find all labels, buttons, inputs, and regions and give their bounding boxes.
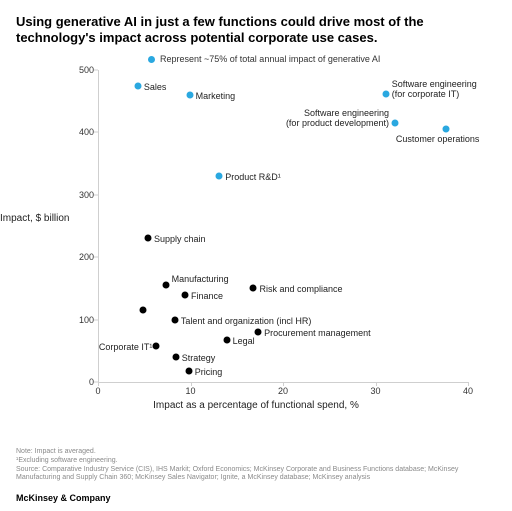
data-point xyxy=(140,307,147,314)
data-point xyxy=(250,285,257,292)
y-tick-label: 0 xyxy=(44,377,94,387)
x-tick-label: 20 xyxy=(278,386,288,396)
plot-area: SalesMarketingSoftware engineering(for c… xyxy=(98,70,469,383)
data-point xyxy=(185,368,192,375)
x-tick-mark xyxy=(283,382,284,386)
x-tick-mark xyxy=(468,382,469,386)
footnote-line: Note: Impact is averaged. xyxy=(16,448,496,457)
data-point xyxy=(172,354,179,361)
data-point-label: Sales xyxy=(144,83,167,93)
data-point-label: Finance xyxy=(191,292,223,302)
y-axis-label: Impact, $ billion xyxy=(0,213,90,224)
data-point-label: Pricing xyxy=(195,368,223,378)
y-tick-mark xyxy=(94,194,98,195)
y-tick-mark xyxy=(94,132,98,133)
y-tick-mark xyxy=(94,70,98,71)
y-tick-mark xyxy=(94,319,98,320)
data-point-label: Corporate IT¹ xyxy=(99,343,153,353)
y-tick-label: 200 xyxy=(44,252,94,262)
data-point-label: Software engineering(for product develop… xyxy=(286,109,389,129)
data-point xyxy=(186,91,193,98)
data-point xyxy=(162,282,169,289)
data-point-label: Strategy xyxy=(182,354,216,364)
x-tick-label: 0 xyxy=(95,386,100,396)
legend-label: Represent ~75% of total annual impact of… xyxy=(160,54,380,64)
data-point-label: Marketing xyxy=(196,92,236,102)
data-point-label: Manufacturing xyxy=(172,275,229,285)
data-point xyxy=(392,120,399,127)
data-point xyxy=(182,291,189,298)
x-tick-mark xyxy=(98,382,99,386)
legend-dot-icon xyxy=(148,56,155,63)
data-point-label: Legal xyxy=(233,337,255,347)
data-point-label: Customer operations xyxy=(396,135,480,145)
footnote-line: ¹Excluding software engineering. xyxy=(16,457,496,466)
legend: Represent ~75% of total annual impact of… xyxy=(148,54,380,64)
y-tick-label: 400 xyxy=(44,127,94,137)
data-point-label: Procurement management xyxy=(264,329,371,339)
data-point xyxy=(255,329,262,336)
data-point-label: Supply chain xyxy=(154,235,206,245)
data-point xyxy=(171,316,178,323)
x-tick-label: 10 xyxy=(185,386,195,396)
footnotes: Note: Impact is averaged. ¹Excluding sof… xyxy=(16,448,496,483)
x-axis-label: Impact as a percentage of functional spe… xyxy=(44,400,468,411)
y-tick-label: 500 xyxy=(44,65,94,75)
data-point-label: Product R&D¹ xyxy=(225,173,281,183)
data-point-label: Talent and organization (incl HR) xyxy=(181,317,312,327)
page-title: Using generative AI in just a few functi… xyxy=(16,14,496,47)
data-point-label: Risk and compliance xyxy=(259,285,342,295)
x-tick-label: 40 xyxy=(463,386,473,396)
data-point-label: Software engineering(for corporate IT) xyxy=(392,80,477,100)
page-root: Using generative AI in just a few functi… xyxy=(0,0,512,511)
data-point xyxy=(145,235,152,242)
x-tick-mark xyxy=(191,382,192,386)
scatter-chart: Impact, $ billion SalesMarketingSoftware… xyxy=(44,70,468,406)
data-point xyxy=(216,173,223,180)
footnote-line: Source: Comparative Industry Service (CI… xyxy=(16,466,496,484)
y-tick-mark xyxy=(94,257,98,258)
brand-label: McKinsey & Company xyxy=(16,493,111,503)
x-tick-label: 30 xyxy=(370,386,380,396)
y-tick-label: 300 xyxy=(44,190,94,200)
x-tick-mark xyxy=(376,382,377,386)
data-point xyxy=(153,342,160,349)
data-point xyxy=(382,90,389,97)
data-point xyxy=(442,126,449,133)
data-point xyxy=(223,337,230,344)
y-tick-label: 100 xyxy=(44,315,94,325)
data-point xyxy=(134,82,141,89)
